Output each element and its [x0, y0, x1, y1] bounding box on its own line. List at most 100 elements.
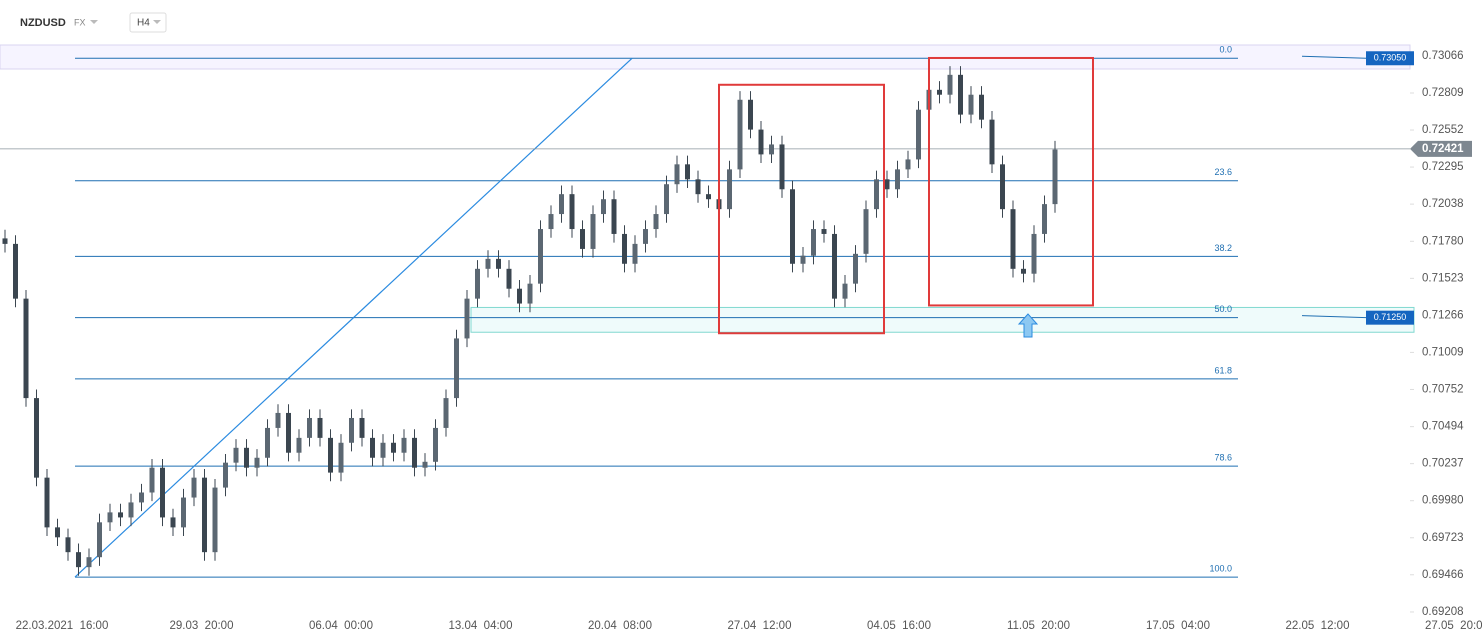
candle-body: [884, 179, 890, 190]
tag-connector: [1301, 55, 1367, 59]
interval[interactable]: H4: [137, 18, 150, 29]
candle-body: [97, 522, 102, 558]
price-tag-label: 0.71250: [1374, 312, 1407, 322]
candle-body: [769, 144, 774, 155]
highlight-box: [928, 56, 1094, 307]
candle-body: [506, 268, 512, 289]
candle-body: [118, 512, 123, 518]
support-zone: [470, 306, 1415, 333]
last-price-tag: [1410, 140, 1472, 157]
candle-body: [653, 214, 659, 230]
price-tag: [1366, 310, 1414, 325]
candle-body: [590, 214, 596, 249]
candle-body: [643, 229, 648, 244]
candle-body: [475, 268, 480, 299]
candle-body: [338, 442, 344, 473]
candle-body: [527, 283, 533, 304]
candle-body: [895, 169, 900, 190]
last-price-label: 0.72421: [1422, 143, 1464, 155]
y-tick-label: 0.72038: [1422, 198, 1464, 210]
candle-body: [223, 462, 228, 488]
candle-body: [349, 417, 354, 443]
candle-body: [569, 194, 575, 230]
candle-body: [34, 398, 39, 478]
candle-body: [391, 442, 396, 453]
candle-body: [202, 477, 207, 553]
candle-body: [307, 417, 312, 438]
candle-body: [454, 338, 459, 399]
candle-body: [737, 99, 743, 170]
fib-label: 100.0: [1209, 563, 1232, 573]
candle-body: [107, 512, 113, 523]
candle-body: [874, 179, 879, 210]
candle-body: [559, 194, 564, 215]
candle-body: [1010, 209, 1016, 269]
candle-body: [842, 283, 848, 299]
y-tick-label: 0.69980: [1422, 495, 1464, 507]
candle-body: [1042, 204, 1047, 234]
interval-select[interactable]: [129, 12, 167, 33]
candle-body: [328, 437, 333, 473]
candle-body: [296, 437, 302, 453]
y-tick-label: 0.71266: [1422, 309, 1464, 321]
candle-body: [401, 437, 407, 453]
candle-body: [55, 527, 60, 538]
fib-label: 23.6: [1214, 167, 1232, 177]
market: FX: [74, 17, 86, 27]
symbol[interactable]: NZDUSD: [20, 17, 66, 29]
dropdown-arrow[interactable]: [153, 20, 161, 24]
candle-body: [1052, 149, 1058, 205]
candle-body: [622, 233, 627, 264]
candle-body: [464, 298, 470, 339]
y-tick-label: 0.69466: [1422, 569, 1464, 581]
candle-body: [758, 129, 764, 155]
candle-body: [989, 119, 995, 165]
candle-body: [370, 437, 375, 458]
x-tick-label: 27.04 12:00: [728, 620, 792, 632]
candle-body: [128, 502, 134, 518]
candle-body: [947, 74, 953, 95]
y-tick-label: 0.70494: [1422, 421, 1464, 433]
candle-body: [212, 487, 218, 553]
candle-body: [695, 179, 701, 195]
fib-label: 78.6: [1214, 452, 1232, 462]
y-tick-label: 0.69723: [1422, 532, 1464, 544]
candle-body: [1031, 233, 1037, 274]
candle-body: [916, 109, 921, 160]
fib-label: 0.0: [1219, 45, 1232, 55]
candle-body: [275, 412, 281, 428]
dropdown-arrow[interactable]: [90, 20, 98, 24]
candle-body: [611, 199, 617, 234]
candle-body: [44, 477, 50, 528]
candle-body: [181, 497, 186, 528]
candle-body: [244, 447, 249, 468]
candle-body: [76, 552, 81, 568]
highlight-box: [718, 83, 885, 335]
x-tick-label: 06.04 00:00: [309, 620, 373, 632]
y-tick-label: 0.71009: [1422, 346, 1464, 358]
candle-body: [968, 94, 974, 115]
price-tag-label: 0.73050: [1374, 53, 1407, 63]
candle-body: [727, 169, 732, 210]
candle-body: [433, 427, 438, 462]
price-tag: [1366, 51, 1414, 66]
candle-body: [1000, 164, 1005, 210]
candle-body: [265, 427, 270, 458]
candle-body: [674, 164, 680, 185]
candle-body: [160, 467, 165, 518]
candle-body: [685, 164, 690, 180]
arrow-icon: [1017, 313, 1039, 338]
y-tick-label: 0.71523: [1422, 272, 1464, 284]
y-tick-label: 0.69208: [1422, 606, 1464, 618]
x-tick-label: 17.05 04:00: [1146, 620, 1210, 632]
candle-body: [517, 288, 522, 304]
y-tick-label: 0.72552: [1422, 124, 1464, 136]
x-tick-label: 22.03.2021 16:00: [16, 620, 109, 632]
candle-body: [853, 253, 858, 284]
candle-body: [937, 89, 942, 95]
candle-body: [233, 447, 239, 463]
candle-body: [601, 199, 606, 215]
x-tick-label: 04.05 16:00: [867, 620, 931, 632]
